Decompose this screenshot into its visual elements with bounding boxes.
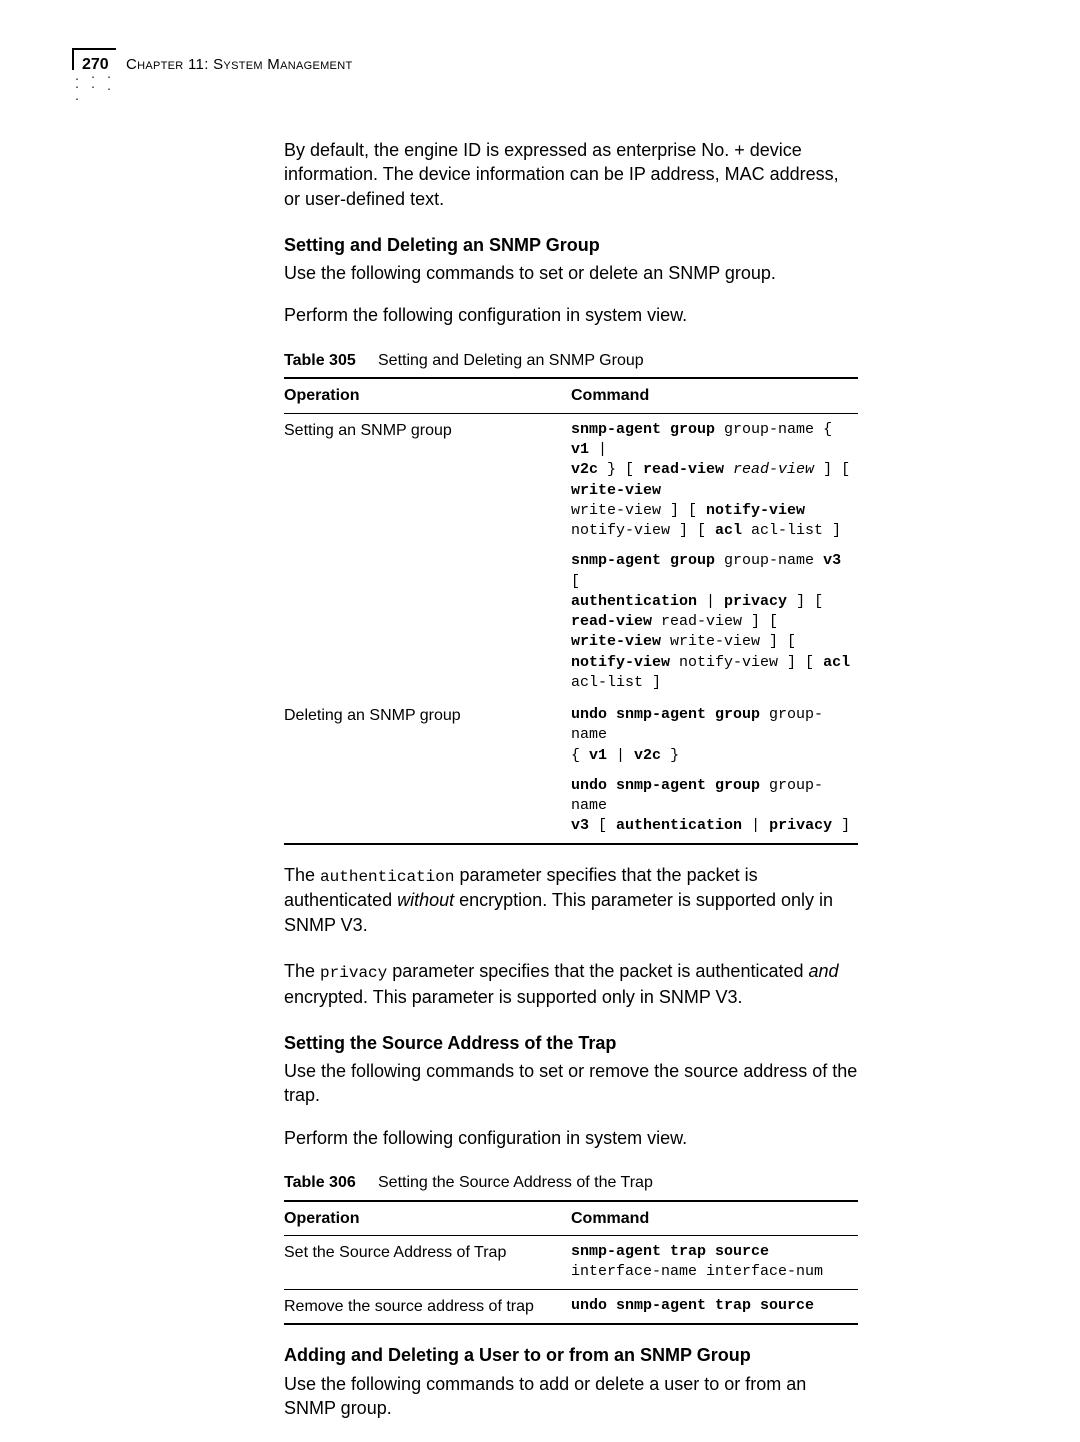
page: . · · · · . . 270 Chapter 11: System Man… <box>0 0 1080 1420</box>
table-title: Setting and Deleting an SNMP Group <box>378 352 644 369</box>
body-text: Use the following commands to add or del… <box>284 1372 858 1421</box>
table-label: Table 305 <box>284 352 356 369</box>
table-caption: Table 306 Setting the Source Address of … <box>284 1172 858 1194</box>
table-cell: undo snmp-agent trap source <box>571 1289 858 1324</box>
page-number: 270 <box>82 54 109 76</box>
table-caption: Table 305 Setting and Deleting an SNMP G… <box>284 350 858 372</box>
table-title: Setting the Source Address of the Trap <box>378 1174 653 1191</box>
table-cell: Deleting an SNMP group <box>284 699 571 844</box>
table-label: Table 306 <box>284 1174 356 1191</box>
body-text: The privacy parameter specifies that the… <box>284 959 858 1009</box>
body-text: Perform the following configuration in s… <box>284 303 858 327</box>
table-header: Command <box>571 378 858 413</box>
chapter-title: Chapter 11: System Management <box>126 55 352 75</box>
table-cell: Setting an SNMP group <box>284 413 571 699</box>
table-cell: undo snmp-agent group group-name { v1 | … <box>571 699 858 844</box>
command-text: snmp-agent group group-name v3 [ authent… <box>571 551 854 693</box>
command-text: snmp-agent group group-name { v1 | v2c }… <box>571 420 854 542</box>
body-text: By default, the engine ID is expressed a… <box>284 138 858 211</box>
content: By default, the engine ID is expressed a… <box>284 138 858 1420</box>
body-text: The authentication parameter specifies t… <box>284 863 858 937</box>
command-text: snmp-agent trap source interface-name in… <box>571 1242 854 1283</box>
table-cell: Set the Source Address of Trap <box>284 1236 571 1290</box>
section-heading: Adding and Deleting a User to or from an… <box>284 1343 858 1367</box>
section-heading: Setting and Deleting an SNMP Group <box>284 233 858 257</box>
table-cell: snmp-agent trap source interface-name in… <box>571 1236 858 1290</box>
command-text: undo snmp-agent trap source <box>571 1296 854 1316</box>
table-306: Operation Command Set the Source Address… <box>284 1200 858 1326</box>
section-heading: Setting the Source Address of the Trap <box>284 1031 858 1055</box>
command-text: undo snmp-agent group group-name v3 [ au… <box>571 776 854 837</box>
body-text: Perform the following configuration in s… <box>284 1126 858 1150</box>
command-text: undo snmp-agent group group-name { v1 | … <box>571 705 854 766</box>
table-header: Command <box>571 1201 858 1236</box>
table-cell: snmp-agent group group-name { v1 | v2c }… <box>571 413 858 699</box>
body-text: Use the following commands to set or del… <box>284 261 858 285</box>
table-header: Operation <box>284 1201 571 1236</box>
table-cell: Remove the source address of trap <box>284 1289 571 1324</box>
table-header: Operation <box>284 378 571 413</box>
body-text: Use the following commands to set or rem… <box>284 1059 858 1108</box>
table-305: Operation Command Setting an SNMP group … <box>284 377 858 844</box>
running-header: 270 Chapter 11: System Management <box>0 54 1080 80</box>
